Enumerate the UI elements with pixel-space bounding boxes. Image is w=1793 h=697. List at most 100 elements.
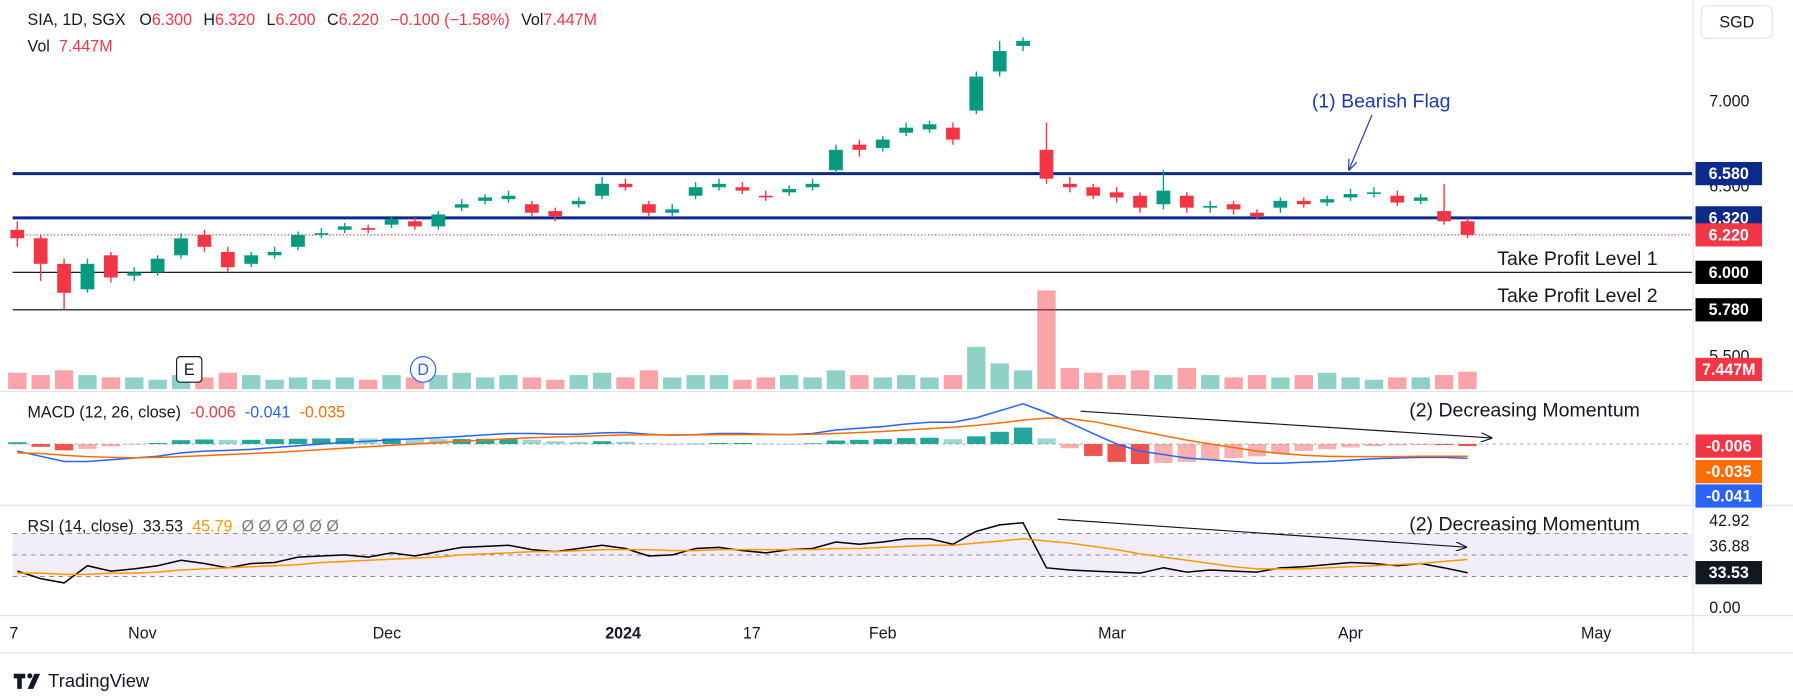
volume-bar <box>452 372 471 390</box>
volume-bar <box>873 377 892 390</box>
candle-body <box>875 139 890 149</box>
candle-body <box>1016 40 1030 46</box>
volume-bar <box>546 379 565 390</box>
candle-body <box>735 187 750 191</box>
volume-bar <box>639 370 659 390</box>
vol-title: Vol <box>28 38 50 56</box>
volume-bar <box>101 377 121 390</box>
macd-histogram <box>54 444 74 451</box>
macd-histogram <box>101 444 121 447</box>
candle-body <box>361 228 376 230</box>
candle-body <box>548 211 563 217</box>
h-value: 6.320 <box>215 11 255 29</box>
macd-histogram <box>990 431 1009 445</box>
candle-body <box>1203 205 1218 208</box>
volume-bar <box>1388 377 1407 390</box>
volume-bar <box>1271 377 1290 390</box>
candle-body <box>1343 194 1358 198</box>
macd-histogram <box>288 438 308 445</box>
candle-body <box>1226 204 1241 210</box>
volume-bar <box>1411 377 1430 390</box>
candle-body <box>1273 200 1288 208</box>
candle-body <box>618 183 633 188</box>
candle-body <box>501 195 516 200</box>
macd-histogram <box>1271 444 1290 454</box>
macd-histogram <box>1201 444 1220 460</box>
change: −0.100 (−1.58%) <box>390 11 510 29</box>
currency[interactable]: SGD <box>1719 13 1754 31</box>
macd-histogram <box>1130 444 1150 464</box>
candle-body <box>688 187 703 196</box>
candle-body <box>665 209 680 213</box>
candle-body <box>10 229 25 239</box>
macd-histogram <box>967 436 986 445</box>
rsi-scale-label: 36.88 <box>1709 537 1749 555</box>
candle-body <box>291 234 305 247</box>
volume-bar <box>522 377 542 390</box>
legend: SIA, 1D, SGX O6.300 H6.320 L6.200 C6.220… <box>28 11 597 29</box>
macd-histogram <box>803 443 822 445</box>
rsi-tag-bg <box>1695 561 1763 585</box>
volume-bar <box>1317 372 1337 390</box>
level-tag: 6.580 <box>1709 165 1749 183</box>
macd-histogram <box>382 438 401 445</box>
x-tick-label: 17 <box>743 624 761 642</box>
macd-tag: -0.006 <box>1706 437 1752 455</box>
macd-histogram <box>569 441 588 445</box>
candle-body <box>1460 221 1475 235</box>
macd-histogram <box>1317 444 1337 450</box>
candle-body <box>1179 195 1194 208</box>
macd-histogram <box>709 442 729 445</box>
candle-body <box>992 51 1007 72</box>
macd-histogram <box>31 444 50 447</box>
macd-histogram <box>1434 444 1454 446</box>
macd-histogram <box>78 444 97 449</box>
vol-label: Vol <box>521 11 543 29</box>
volume-bar <box>850 375 869 390</box>
candle-body <box>1250 212 1264 217</box>
candle-body <box>1156 190 1171 205</box>
candle-body <box>595 183 609 196</box>
event-label: E <box>184 361 195 379</box>
macd-histogram <box>1037 438 1056 445</box>
candle-body <box>1437 211 1451 222</box>
volume-bar <box>125 377 144 390</box>
macd-histogram <box>429 439 448 445</box>
macd-histogram <box>1388 444 1407 446</box>
rsi-legend-value: 33.53 <box>143 518 183 536</box>
candle-body <box>150 258 165 273</box>
macd-histogram <box>1154 444 1173 463</box>
macd-histogram <box>850 439 869 445</box>
macd-histogram <box>639 443 659 445</box>
candle-body <box>1109 192 1124 198</box>
level-tag: 6.000 <box>1709 264 1749 282</box>
macd-histogram <box>335 438 354 445</box>
c-value: 6.220 <box>339 11 379 29</box>
volume-bar <box>382 375 401 390</box>
volume-bar <box>8 372 27 390</box>
macd-title: MACD (12, 26, close) <box>28 404 181 422</box>
macd-histogram <box>405 438 425 445</box>
candle-body <box>33 238 48 264</box>
volume-bar <box>1037 290 1056 390</box>
volume-bar <box>733 379 752 390</box>
candle-body <box>969 76 984 111</box>
candle-body <box>525 204 539 213</box>
candle-body <box>899 127 914 133</box>
candle-body <box>1296 200 1311 205</box>
volume-bar <box>265 379 284 390</box>
candle-body <box>1039 149 1054 179</box>
currency-box[interactable] <box>1700 5 1773 39</box>
volume-bar <box>1084 372 1103 390</box>
macd-histogram <box>522 439 542 445</box>
volume-bar <box>288 377 308 390</box>
vol-value: 7.447M <box>59 38 113 56</box>
x-tick-label: 2024 <box>605 624 641 642</box>
macd-tag-bg <box>1695 434 1763 458</box>
annotation-arrow <box>1080 410 1492 438</box>
macd-histogram <box>265 439 284 445</box>
macd-tag: -0.035 <box>1706 463 1752 481</box>
event-label: D <box>417 361 429 379</box>
volume-bar <box>405 377 425 390</box>
volume-bar <box>429 375 448 390</box>
